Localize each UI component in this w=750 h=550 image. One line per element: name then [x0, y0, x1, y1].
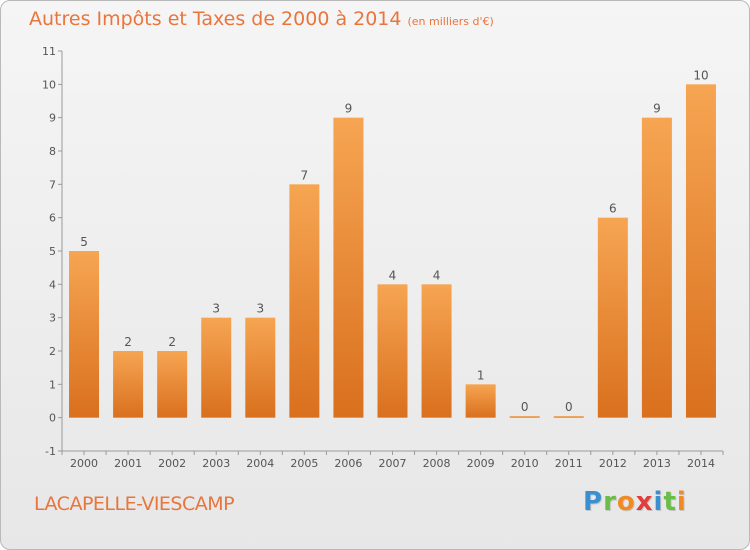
- commune-name: LACAPELLE-VIESCAMP: [34, 493, 235, 515]
- logo-letter: o: [616, 487, 636, 517]
- bar: [685, 84, 716, 418]
- y-tick-label: -1: [45, 445, 56, 458]
- y-tick-label: 11: [42, 45, 56, 58]
- bar: [641, 117, 672, 418]
- proxiti-logo[interactable]: Proxiti: [583, 487, 687, 517]
- y-tick-label: 0: [49, 412, 56, 425]
- bar: [201, 317, 232, 418]
- y-tick-label: 10: [42, 78, 56, 91]
- x-tick-label: 2008: [423, 457, 451, 470]
- y-tick-label: 6: [49, 212, 56, 225]
- y-tick-label: 9: [49, 112, 56, 125]
- bar: [377, 284, 408, 418]
- bar: [509, 416, 540, 418]
- bar: [333, 117, 364, 418]
- data-label: 3: [256, 302, 264, 316]
- y-tick-label: 7: [49, 178, 56, 191]
- logo-letter: r: [603, 487, 617, 517]
- x-tick-label: 2001: [114, 457, 142, 470]
- x-tick-label: 2002: [158, 457, 186, 470]
- x-tick-label: 2011: [555, 457, 583, 470]
- logo-letter: x: [635, 487, 654, 517]
- data-label: 9: [345, 102, 353, 116]
- data-label: 0: [565, 400, 573, 414]
- chart-unit: (en milliers d'€): [407, 15, 494, 28]
- bar: [465, 384, 496, 418]
- chart-title: Autres Impôts et Taxes de 2000 à 2014 (en…: [29, 8, 494, 30]
- data-label: 2: [168, 335, 176, 349]
- data-label: 4: [389, 268, 397, 282]
- data-label: 3: [212, 302, 220, 316]
- bar: [597, 217, 628, 418]
- data-label: 10: [693, 68, 708, 82]
- chart-title-text: Autres Impôts et Taxes de 2000 à 2014: [29, 8, 402, 30]
- x-tick-label: 2007: [379, 457, 407, 470]
- data-label: 2: [124, 335, 132, 349]
- bar: [421, 284, 452, 418]
- logo-letter: i: [653, 487, 664, 517]
- logo-letter: i: [676, 487, 687, 517]
- data-label: 7: [301, 168, 309, 182]
- bar: [289, 184, 320, 418]
- data-label: 5: [80, 235, 88, 249]
- x-tick-label: 2014: [687, 457, 715, 470]
- y-tick-label: 8: [49, 145, 56, 158]
- x-tick-label: 2013: [643, 457, 671, 470]
- data-label: 0: [521, 400, 529, 414]
- logo-letter: P: [583, 487, 604, 517]
- bar: [553, 416, 584, 418]
- x-tick-label: 2004: [246, 457, 274, 470]
- bar: [113, 351, 144, 418]
- x-tick-label: 2005: [290, 457, 318, 470]
- data-label: 6: [609, 202, 617, 216]
- x-tick-label: 2000: [70, 457, 98, 470]
- data-label: 1: [477, 368, 485, 382]
- bar: [69, 251, 100, 418]
- bar: [157, 351, 188, 418]
- y-tick-label: 5: [49, 245, 56, 258]
- x-tick-label: 2009: [467, 457, 495, 470]
- x-tick-label: 2003: [202, 457, 230, 470]
- y-tick-label: 2: [49, 345, 56, 358]
- bar: [245, 317, 276, 418]
- x-tick-label: 2006: [334, 457, 362, 470]
- x-tick-label: 2010: [511, 457, 539, 470]
- y-tick-label: 3: [49, 312, 56, 325]
- y-tick-label: 4: [49, 278, 56, 291]
- data-label: 4: [433, 268, 441, 282]
- logo-letter: t: [663, 487, 677, 517]
- data-label: 9: [653, 102, 661, 116]
- y-tick-label: 1: [49, 378, 56, 391]
- x-tick-label: 2012: [599, 457, 627, 470]
